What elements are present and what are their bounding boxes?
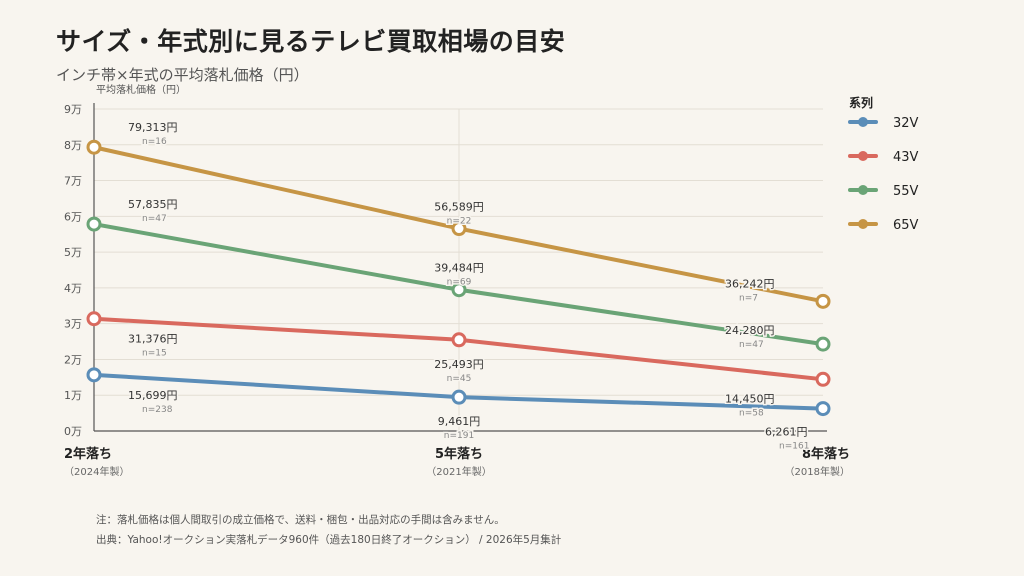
sample-count-label: n=15 — [142, 349, 167, 359]
sample-count-label: n=238 — [142, 405, 173, 415]
data-label: 6,261円 — [765, 426, 808, 439]
sample-count-label: n=7 — [739, 293, 758, 303]
y-tick-label: 6万 — [64, 210, 82, 223]
data-label: 31,376円 — [128, 333, 178, 346]
legend-swatch-marker — [858, 117, 868, 127]
y-tick-label: 3万 — [64, 318, 82, 331]
data-label: 25,493円 — [434, 358, 484, 371]
sample-count-label: n=58 — [739, 408, 764, 418]
data-label: 39,484円 — [434, 262, 484, 275]
data-label: 24,280円 — [725, 324, 775, 337]
data-point — [815, 336, 831, 352]
data-point — [815, 293, 831, 309]
data-label: 14,450円 — [725, 392, 775, 405]
data-label: 57,835円 — [128, 198, 178, 211]
y-tick-label: 2万 — [64, 353, 82, 366]
data-point — [451, 389, 467, 405]
data-point — [451, 332, 467, 348]
data-point — [86, 367, 102, 383]
sample-count-label: n=47 — [739, 340, 764, 350]
y-tick-label: 7万 — [64, 175, 82, 188]
sample-count-label: n=16 — [142, 137, 167, 147]
data-point — [86, 139, 102, 155]
legend-label: 43V — [893, 150, 919, 165]
x-tick-sublabel: （2018年製） — [785, 465, 850, 478]
x-tick-sublabel: （2021年製） — [426, 465, 491, 478]
x-tick-sublabel: （2024年製） — [64, 465, 129, 478]
legend-label: 55V — [893, 184, 919, 199]
sample-count-label: n=161 — [779, 442, 809, 452]
data-label: 56,589円 — [434, 201, 484, 214]
x-tick-label: 8年落ち — [802, 446, 850, 462]
source-note: 出典：Yahoo!オークション実落札データ960件（過去180日終了オークション… — [96, 534, 562, 546]
legend-swatch-marker — [858, 185, 868, 195]
y-tick-label: 8万 — [64, 139, 82, 152]
y-tick-label: 9万 — [64, 103, 82, 116]
data-point — [86, 311, 102, 327]
data-point — [451, 221, 467, 237]
x-tick-label: 5年落ち — [435, 446, 483, 462]
legend-swatch-marker — [858, 151, 868, 161]
y-tick-label: 4万 — [64, 282, 82, 295]
data-label: 36,242円 — [725, 277, 775, 290]
data-point — [86, 216, 102, 232]
legend-swatch-marker — [858, 219, 868, 229]
sample-count-label: n=191 — [444, 431, 474, 441]
y-tick-label: 0万 — [64, 425, 82, 438]
sample-count-label: n=22 — [447, 217, 472, 227]
data-label: 79,313円 — [128, 121, 178, 134]
legend-label: 65V — [893, 218, 919, 233]
data-point — [451, 282, 467, 298]
legend-title: 系列 — [849, 95, 873, 110]
y-tick-label: 5万 — [64, 246, 82, 259]
sample-count-label: n=69 — [447, 278, 472, 288]
sample-count-label: n=45 — [447, 374, 472, 384]
legend-label: 32V — [893, 116, 919, 131]
chart-title: サイズ・年式別に見るテレビ買取相場の目安 — [56, 27, 566, 56]
x-tick-label: 2年落ち — [64, 446, 112, 462]
data-label: 15,699円 — [128, 389, 178, 402]
data-point — [815, 401, 831, 417]
y-axis-label: 平均落札価格（円） — [96, 83, 186, 96]
sample-count-label: n=47 — [142, 214, 167, 224]
chart-subtitle: インチ帯×年式の平均落札価格（円） — [56, 66, 309, 84]
y-tick-label: 1万 — [64, 389, 82, 402]
data-label: 9,461円 — [438, 415, 481, 428]
footnote: 注：落札価格は個人間取引の成立価格で、送料・梱包・出品対応の手間は含みません。 — [96, 514, 505, 526]
data-point — [815, 371, 831, 387]
